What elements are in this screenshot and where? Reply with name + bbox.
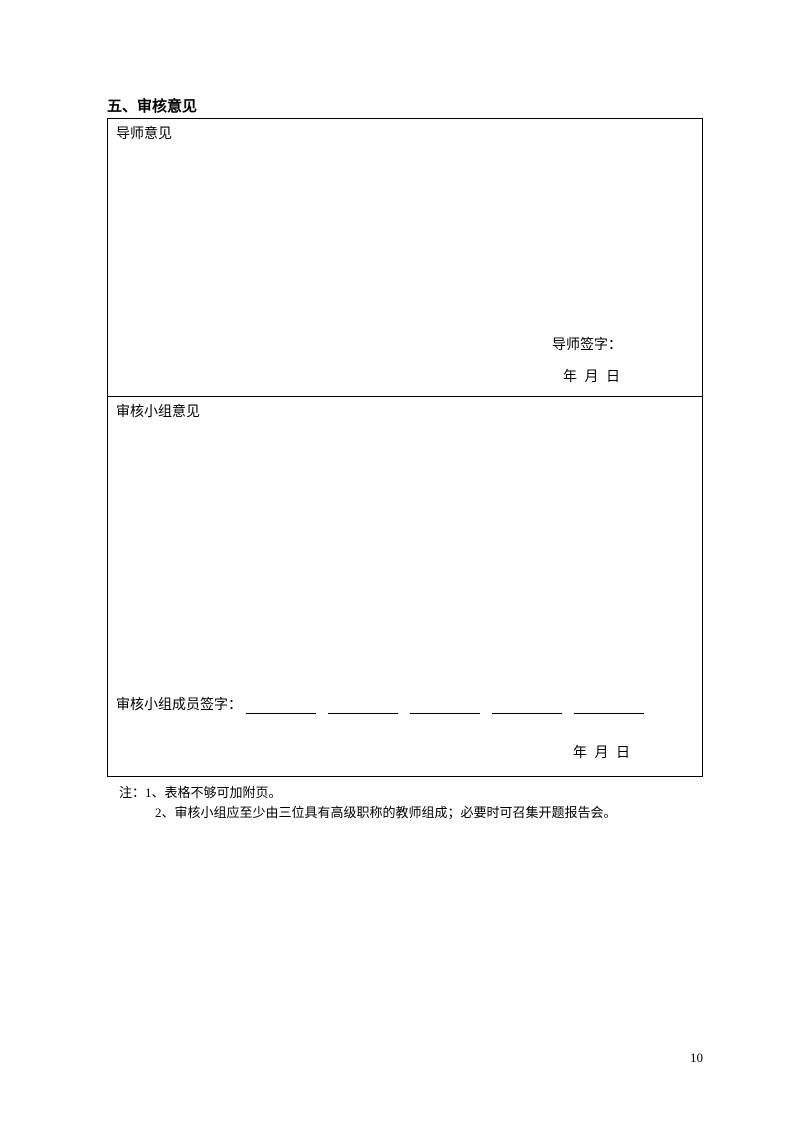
section-title: 五、审核意见 <box>107 95 703 116</box>
member-signature-row: 审核小组成员签字： <box>116 694 644 714</box>
notes-block: 注：1、表格不够可加附页。 2、审核小组应至少由三位具有高级职称的教师组成；必要… <box>107 783 703 822</box>
signature-underline <box>492 700 562 714</box>
document-page: 五、审核意见 导师意见 导师签字： 年 月 日 审核小组意见 审核小组成员签字： <box>0 0 793 882</box>
review-group-opinion-label: 审核小组意见 <box>116 401 694 421</box>
advisor-signature-label: 导师签字： <box>552 334 622 354</box>
review-group-date-line: 年 月 日 <box>573 742 632 762</box>
note-line-2: 2、审核小组应至少由三位具有高级职称的教师组成；必要时可召集开题报告会。 <box>119 803 703 823</box>
note-line-1: 注：1、表格不够可加附页。 <box>119 783 703 803</box>
signature-underlines <box>246 700 644 714</box>
advisor-date-line: 年 月 日 <box>563 366 622 386</box>
advisor-opinion-cell: 导师意见 导师签字： 年 月 日 <box>108 119 703 397</box>
signature-underline <box>410 700 480 714</box>
signature-underline <box>574 700 644 714</box>
advisor-opinion-label: 导师意见 <box>116 123 694 143</box>
review-group-opinion-cell: 审核小组意见 审核小组成员签字： 年 月 日 <box>108 397 703 777</box>
member-signature-label: 审核小组成员签字： <box>116 694 242 714</box>
review-form-table: 导师意见 导师签字： 年 月 日 审核小组意见 审核小组成员签字： <box>107 118 703 777</box>
signature-underline <box>328 700 398 714</box>
signature-underline <box>246 700 316 714</box>
page-number: 10 <box>690 1050 703 1066</box>
